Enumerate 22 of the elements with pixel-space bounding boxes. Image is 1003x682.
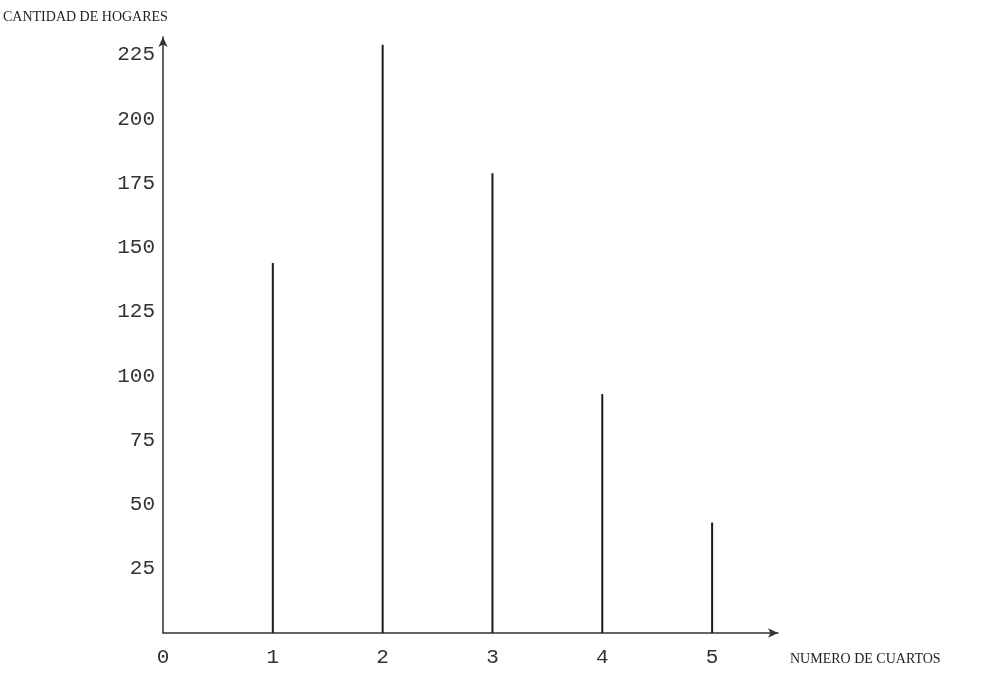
bar xyxy=(381,44,384,633)
y-tick-label: 100 xyxy=(117,364,155,388)
x-tick-label: 5 xyxy=(705,646,719,669)
y-tick-label: 125 xyxy=(117,300,155,324)
bar xyxy=(271,263,274,633)
x-tick-label: 1 xyxy=(266,646,280,669)
y-tick-label: 200 xyxy=(117,107,155,131)
bar xyxy=(601,394,604,633)
x-tick-label: 3 xyxy=(486,646,499,669)
y-tick-label: 175 xyxy=(117,171,155,195)
bar xyxy=(711,522,714,633)
x-tick-label: 2 xyxy=(376,646,389,669)
y-tick-label: 150 xyxy=(117,236,155,260)
y-tick-label: 25 xyxy=(129,557,155,581)
x-tick-label: 4 xyxy=(595,646,609,669)
x-tick-label: 0 xyxy=(156,646,170,669)
y-axis-title: CANTIDAD DE HOGARES xyxy=(3,8,168,24)
y-tick-label: 75 xyxy=(129,428,155,452)
y-tick-label: 225 xyxy=(117,43,155,67)
y-tick-label: 50 xyxy=(129,493,155,517)
x-axis-title: NUMERO DE CUARTOS xyxy=(790,650,941,666)
bar xyxy=(491,173,494,633)
